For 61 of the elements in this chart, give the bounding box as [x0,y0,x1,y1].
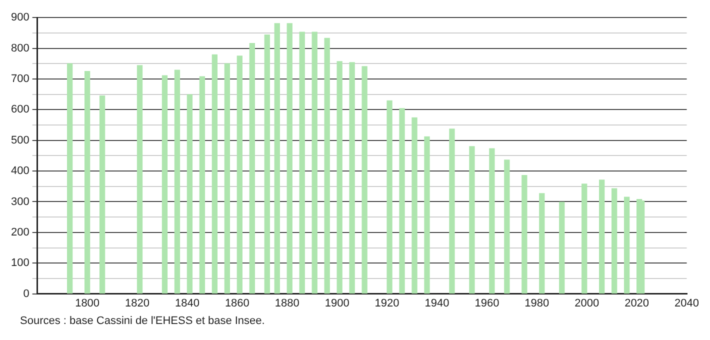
y-tick-label: 100 [10,257,30,270]
y-tick-label: 800 [10,42,30,54]
bar [489,148,495,294]
bar [312,32,318,294]
x-tick-label: 1980 [524,297,550,310]
bar [336,61,342,294]
y-tick-label: 400 [10,165,30,178]
bar [612,188,618,294]
y-tick-label: 500 [10,134,30,146]
bar [186,94,193,294]
y-tick-label: 900 [10,12,30,24]
bar [99,96,106,294]
bar [504,160,510,294]
bar [66,63,73,294]
x-tick-label: 1960 [474,297,500,310]
bar [599,180,605,294]
bar [582,184,588,294]
bar [522,175,528,294]
bar [638,200,645,294]
bar [424,136,430,294]
bar [559,202,565,294]
bar [362,66,368,294]
x-tick-label: 1900 [324,297,350,310]
x-tick-label: 2020 [624,297,650,310]
x-tick-label: 1940 [424,297,450,310]
bar [84,70,90,294]
bar [199,76,206,294]
bar [286,23,292,294]
y-tick-label: 0 [23,288,30,300]
bar [236,56,242,294]
bar [539,193,545,294]
x-tick-label: 2040 [674,297,700,310]
x-tick-label: 1860 [224,297,250,310]
bar [224,63,230,294]
x-tick-label: 1820 [125,297,150,310]
bar [249,43,255,294]
bar [212,54,218,294]
x-tick-label: 1840 [174,297,200,310]
bar [299,32,305,294]
bar [174,70,180,294]
bar [624,196,630,294]
bar [264,34,270,294]
y-tick-label: 300 [10,196,30,208]
y-tick-label: 200 [10,226,30,238]
x-tick-label: 1920 [374,297,400,310]
x-tick-label: 1880 [274,297,300,310]
bar [136,65,143,294]
bar [162,75,168,294]
x-tick-label: 1800 [75,297,100,310]
source-note: Sources : base Cassini de l'EHESS et base Insee. [20,315,266,327]
bar [274,23,280,294]
bar [449,128,455,294]
bar [386,100,392,294]
y-tick-label: 600 [10,104,30,116]
y-tick-label: 700 [10,73,30,86]
bar [324,38,330,294]
bar [399,108,405,294]
x-tick-label: 2000 [574,297,600,310]
bar [412,117,418,294]
bar [469,146,475,294]
bar [349,62,355,294]
